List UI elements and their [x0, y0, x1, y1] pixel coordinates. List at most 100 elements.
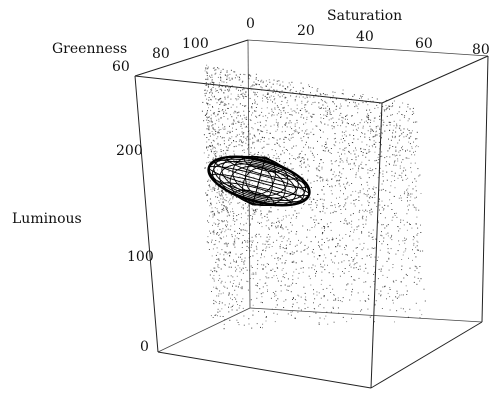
data-point — [205, 67, 207, 69]
data-point — [291, 155, 293, 157]
data-point — [225, 224, 227, 226]
data-point — [313, 160, 315, 161]
data-point — [316, 200, 318, 201]
data-point — [308, 165, 310, 167]
data-point — [333, 321, 335, 323]
data-point — [414, 253, 415, 254]
data-point — [245, 203, 246, 205]
data-point — [365, 120, 367, 122]
data-point — [386, 124, 388, 126]
ellipsoid-mesh-line — [210, 173, 259, 195]
data-point — [375, 134, 377, 136]
data-point — [301, 163, 302, 165]
data-point — [254, 92, 256, 94]
data-point — [230, 98, 232, 100]
data-point — [233, 120, 235, 122]
data-point — [351, 257, 353, 258]
data-point — [362, 209, 364, 211]
data-point — [370, 119, 372, 121]
data-point — [238, 214, 240, 215]
data-point — [292, 297, 294, 299]
data-point — [368, 149, 370, 151]
data-point — [353, 162, 355, 164]
data-point — [210, 188, 212, 190]
data-point — [402, 240, 404, 242]
data-point — [298, 272, 300, 274]
data-point — [222, 177, 224, 179]
data-point — [295, 233, 297, 235]
data-point — [238, 133, 240, 135]
data-point — [322, 162, 324, 164]
data-point — [360, 177, 362, 179]
data-point — [340, 190, 341, 192]
data-point — [256, 285, 258, 287]
data-point — [294, 190, 296, 192]
data-point — [288, 214, 290, 216]
data-point — [261, 264, 263, 266]
data-point — [242, 298, 244, 300]
data-point — [321, 271, 323, 273]
data-point — [335, 211, 337, 213]
data-point — [304, 154, 306, 156]
data-point — [293, 110, 295, 112]
data-point — [242, 141, 244, 143]
data-point — [346, 198, 348, 200]
data-point — [394, 213, 396, 215]
data-point — [349, 134, 350, 136]
data-point — [295, 112, 297, 114]
data-point — [243, 97, 245, 99]
data-point — [365, 164, 367, 166]
data-point — [293, 271, 295, 273]
data-point — [394, 160, 396, 162]
data-point — [410, 135, 412, 137]
data-point — [342, 271, 343, 272]
data-point — [349, 263, 351, 265]
data-point — [278, 232, 279, 234]
data-point — [233, 212, 235, 214]
data-point — [221, 188, 223, 190]
data-point — [218, 68, 220, 70]
data-point — [206, 71, 208, 73]
data-point — [280, 110, 282, 112]
data-point — [206, 141, 208, 143]
data-point — [322, 131, 324, 133]
data-point — [244, 165, 246, 167]
data-point — [211, 131, 213, 132]
data-point — [358, 165, 360, 167]
data-point — [316, 294, 318, 296]
data-point — [332, 239, 334, 241]
data-point — [408, 141, 410, 143]
data-point — [206, 90, 208, 92]
data-point — [223, 220, 225, 222]
data-point — [312, 154, 314, 156]
data-point — [253, 84, 255, 86]
data-point — [231, 136, 233, 138]
data-point — [221, 195, 223, 197]
data-point — [356, 129, 358, 131]
data-point — [310, 150, 312, 152]
data-point — [297, 311, 299, 313]
data-point — [387, 248, 389, 250]
data-point — [322, 104, 324, 106]
data-point — [230, 166, 231, 168]
data-point — [351, 124, 352, 126]
data-point — [301, 130, 303, 132]
data-point — [355, 128, 357, 130]
data-point — [323, 107, 325, 109]
data-point — [407, 120, 409, 122]
data-point — [223, 140, 225, 142]
data-point — [252, 240, 254, 242]
data-point — [210, 202, 212, 204]
data-point — [212, 133, 214, 135]
data-point — [230, 252, 231, 254]
data-point — [357, 192, 359, 194]
data-point — [247, 131, 249, 132]
data-point — [266, 143, 268, 145]
data-point — [238, 256, 240, 258]
data-point — [374, 304, 376, 306]
data-point — [367, 248, 369, 250]
data-point — [351, 317, 352, 319]
data-point — [368, 119, 370, 121]
data-point — [215, 155, 217, 157]
data-point — [380, 112, 382, 114]
